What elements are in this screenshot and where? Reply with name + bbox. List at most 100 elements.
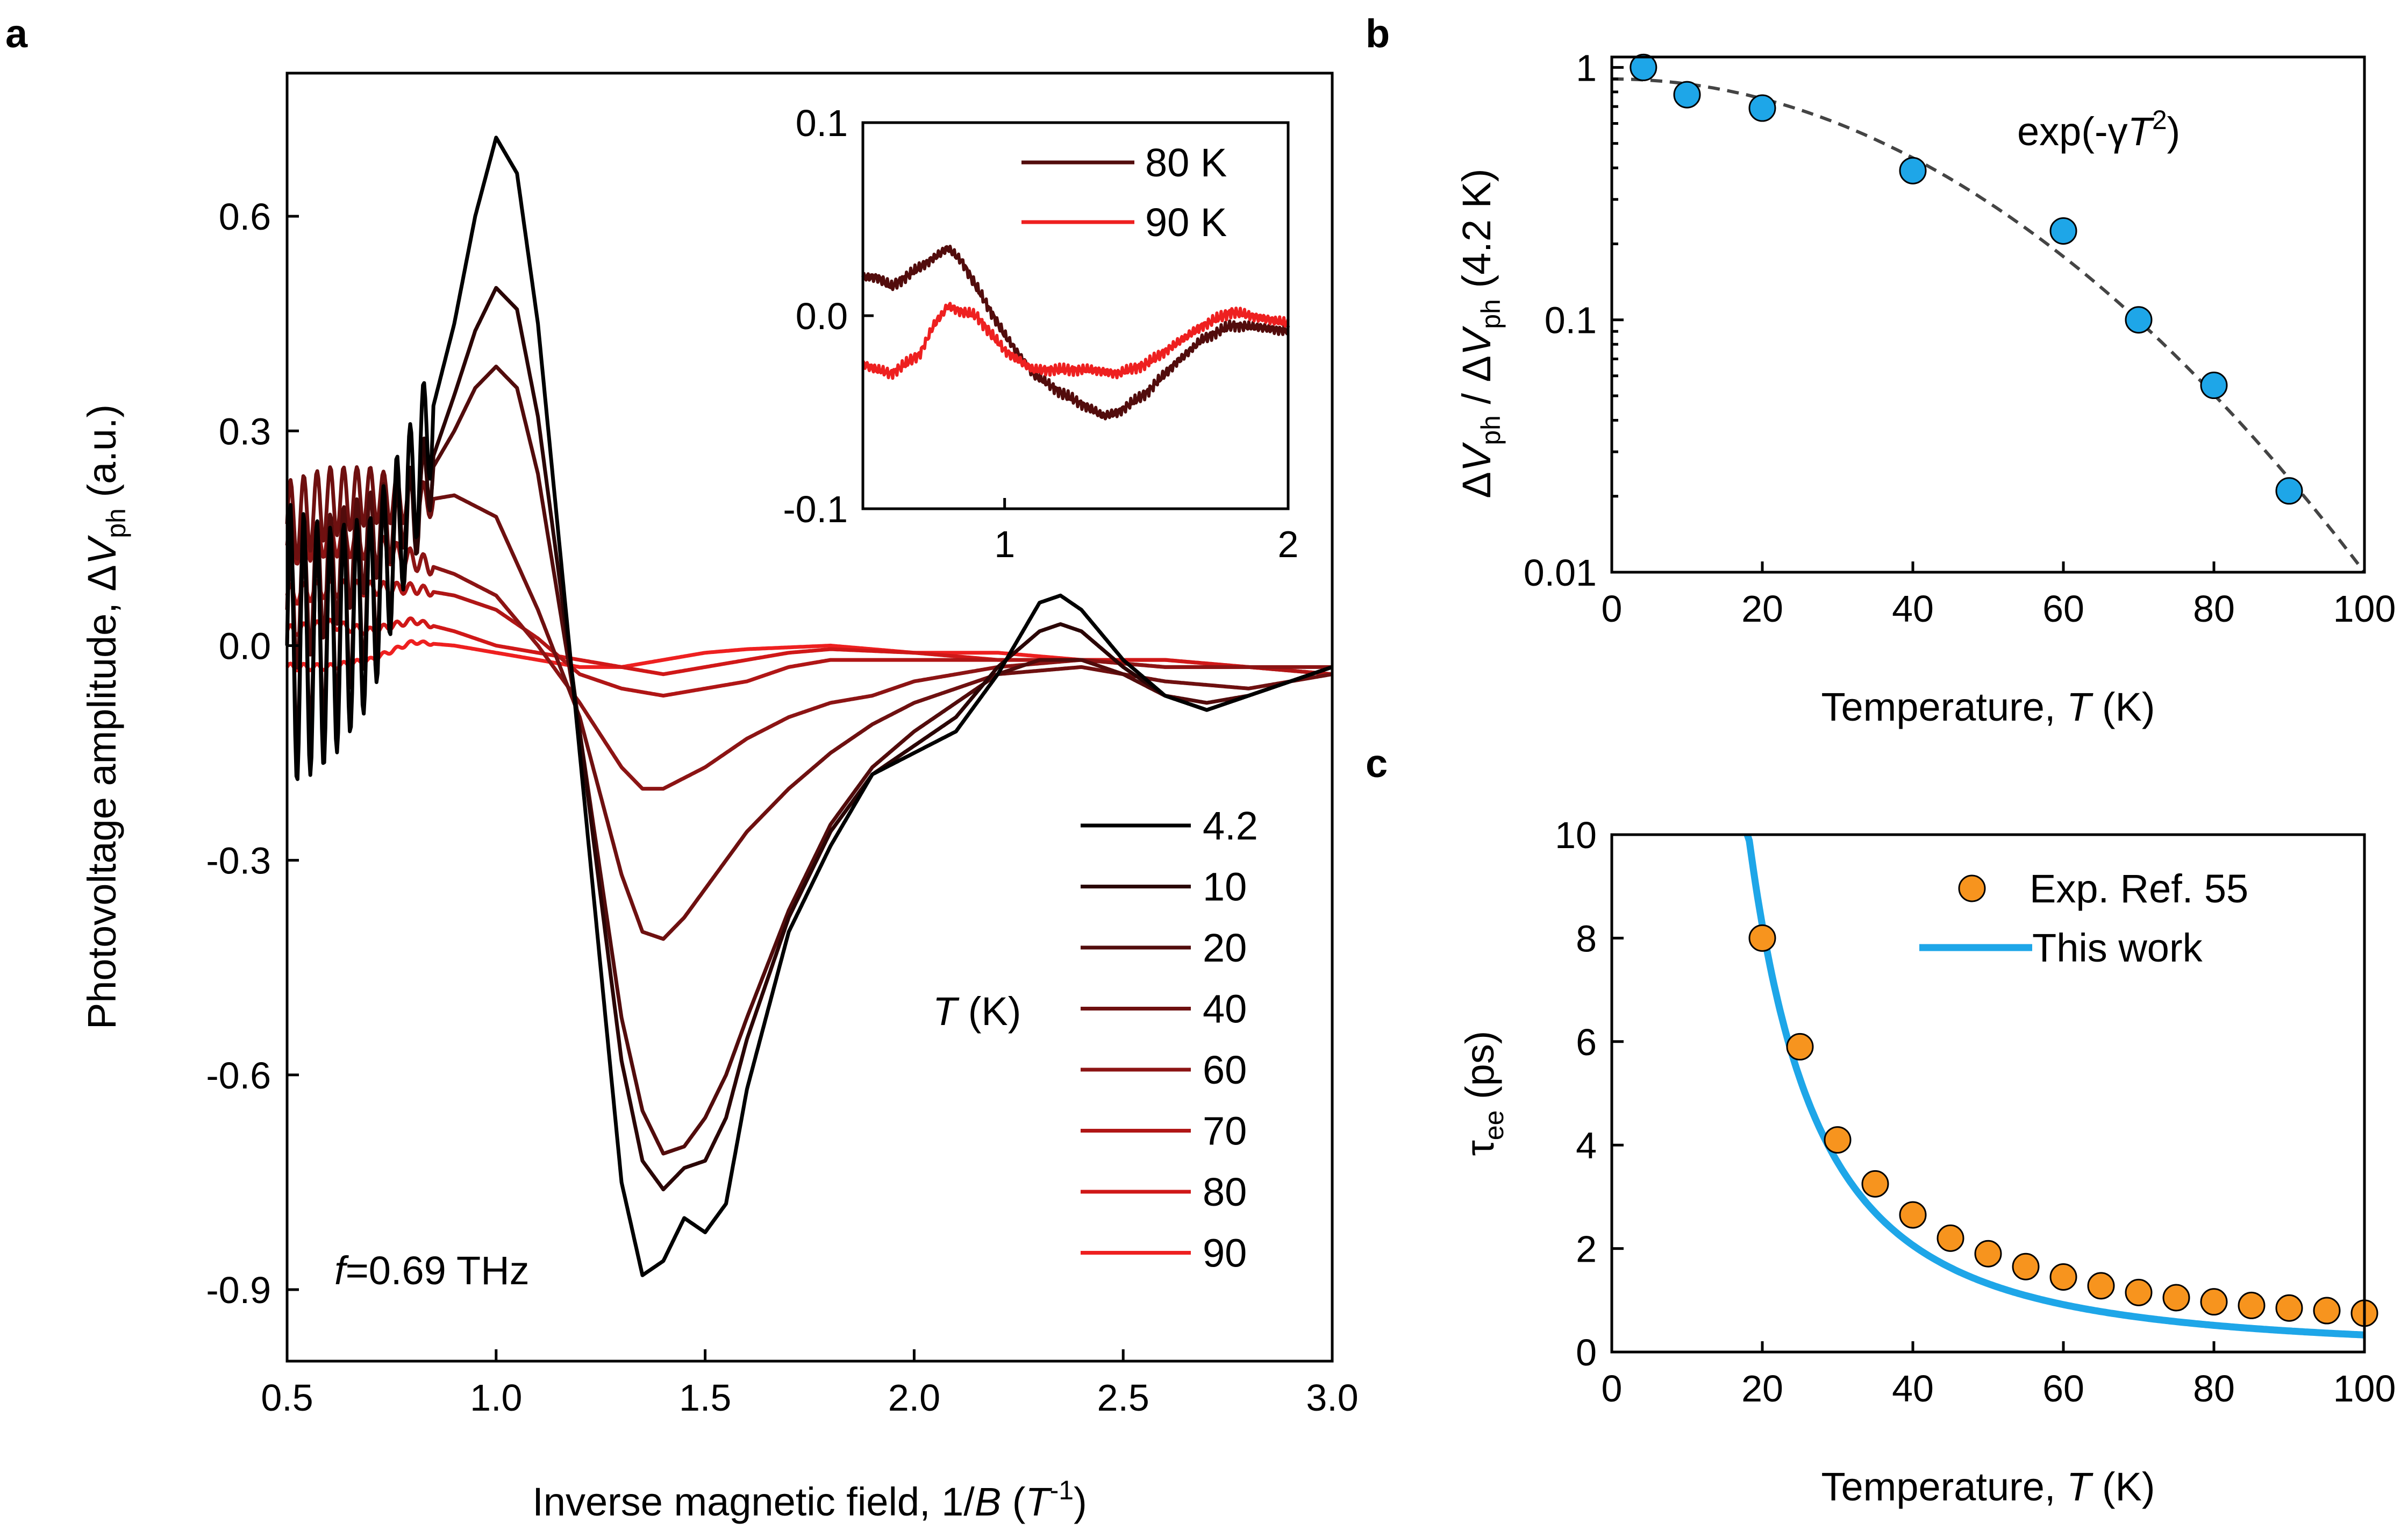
data-point bbox=[2200, 372, 2228, 400]
x-tick-label: 2.5 bbox=[1097, 1377, 1149, 1419]
panel-a-label: a bbox=[5, 11, 28, 56]
panel-c-label: c bbox=[1366, 741, 1388, 786]
y-tick-label: 6 bbox=[1576, 1021, 1597, 1063]
panel-c-points bbox=[1748, 924, 2378, 1327]
inset-y-tick-label: 0.1 bbox=[796, 102, 848, 144]
panel-c-legend: Exp. Ref. 55 This work bbox=[1919, 866, 2248, 970]
panel-b: 0 20 40 60 80 100 0.01 0.1 1 ΔVph / ΔVph (4.2 K… bbox=[1454, 47, 2396, 729]
legend-label: 70 bbox=[1203, 1109, 1247, 1154]
data-point bbox=[2049, 217, 2077, 245]
data-point bbox=[1899, 1201, 1927, 1229]
legend-label: 10 bbox=[1203, 865, 1247, 909]
panel-a-legend: 4.2 10 20 40 60 70 80 90 bbox=[1081, 803, 1258, 1276]
data-point bbox=[2200, 1288, 2228, 1316]
data-point bbox=[2275, 1294, 2303, 1322]
y-tick-label: 0 bbox=[1576, 1332, 1597, 1374]
data-point bbox=[1937, 1224, 1964, 1252]
data-point bbox=[2049, 1263, 2077, 1291]
x-tick-label: 40 bbox=[1892, 1368, 1934, 1410]
inset-y-ticks: -0.1 0.0 0.1 bbox=[783, 102, 874, 530]
panel-b-x-ticks: 0 20 40 60 80 100 bbox=[1602, 561, 2396, 630]
inset-legend: 80 K 90 K bbox=[1021, 140, 1227, 245]
panel-a-curves bbox=[285, 136, 1333, 1277]
panel-b-frame bbox=[1610, 55, 2366, 574]
fit-label: exp(-γT2) bbox=[2017, 105, 2180, 154]
x-tick-label: 0.5 bbox=[261, 1377, 313, 1419]
inset-legend-label: 90 K bbox=[1145, 200, 1227, 245]
x-tick-label: 20 bbox=[1741, 1368, 1783, 1410]
data-point bbox=[2275, 477, 2303, 505]
y-tick-label: 0.01 bbox=[1524, 552, 1597, 594]
data-point bbox=[2125, 1278, 2153, 1306]
panel-a-x-label: Inverse magnetic field, 1/B (T-1) bbox=[532, 1475, 1087, 1524]
x-tick-label: 0 bbox=[1602, 1368, 1623, 1410]
panel-c: 0 20 40 60 80 100 0 2 4 6 8 10 τee (ps) Temperatur… bbox=[1457, 814, 2396, 1509]
panel-c-x-ticks: 0 20 40 60 80 100 bbox=[1602, 1341, 2396, 1410]
x-tick-label: 2.0 bbox=[888, 1377, 940, 1419]
legend-label-model: This work bbox=[2032, 926, 2203, 970]
x-tick-label: 80 bbox=[2193, 1368, 2235, 1410]
data-point bbox=[1748, 94, 1776, 122]
series-line-60 bbox=[285, 519, 1333, 791]
fit-curve bbox=[1612, 77, 2366, 573]
x-tick-label: 80 bbox=[2193, 588, 2235, 630]
series-line-4-2 bbox=[285, 136, 1333, 1277]
inset-series-line bbox=[861, 245, 1290, 421]
series-line-90 bbox=[285, 639, 1333, 677]
series-line-70 bbox=[285, 578, 1333, 698]
data-point bbox=[2125, 306, 2153, 334]
panel-c-model bbox=[1744, 833, 2366, 1339]
data-point bbox=[1824, 1126, 1852, 1154]
y-tick-label: 0.6 bbox=[219, 196, 271, 238]
data-point bbox=[1748, 924, 1776, 952]
panel-a-y-ticks: -0.9 -0.6 -0.3 0.0 0.3 0.6 bbox=[206, 196, 299, 1311]
inset-series-line bbox=[861, 302, 1290, 380]
inset-x-tick-label: 2 bbox=[1278, 523, 1299, 565]
x-tick-label: 60 bbox=[2042, 588, 2084, 630]
y-tick-label: 0.1 bbox=[1545, 300, 1597, 341]
panel-b-y-label: ΔVph / ΔVph (4.2 K) bbox=[1454, 168, 1506, 498]
panel-b-label: b bbox=[1366, 11, 1390, 56]
data-point bbox=[2162, 1284, 2190, 1312]
y-tick-label: -0.9 bbox=[206, 1269, 271, 1311]
inset-x-tick-label: 1 bbox=[994, 523, 1015, 565]
legend-marker-exp bbox=[1958, 874, 1986, 902]
panel-b-fit bbox=[1612, 77, 2366, 573]
panel-a: 0.5 1.0 1.5 2.0 2.5 3.0 -0.9 -0.6 -0.3 0.0 0.3 0.6… bbox=[80, 72, 1359, 1524]
y-tick-label: -0.3 bbox=[206, 840, 271, 882]
panel-b-points bbox=[1630, 53, 2303, 505]
legend-label: 20 bbox=[1203, 926, 1247, 970]
inset-legend-label: 80 K bbox=[1145, 140, 1227, 185]
x-tick-label: 100 bbox=[2333, 1368, 2396, 1410]
data-point bbox=[1899, 156, 1927, 184]
data-point bbox=[2012, 1253, 2040, 1280]
y-tick-label: 0.3 bbox=[219, 410, 271, 452]
x-tick-label: 20 bbox=[1741, 588, 1783, 630]
x-tick-label: 1.5 bbox=[679, 1377, 731, 1419]
data-point bbox=[2087, 1272, 2115, 1300]
legend-label: 4.2 bbox=[1203, 803, 1258, 848]
panel-c-y-label: τee (ps) bbox=[1457, 1031, 1509, 1156]
data-point bbox=[2238, 1291, 2266, 1319]
x-tick-label: 1.0 bbox=[470, 1377, 522, 1419]
x-tick-label: 3.0 bbox=[1306, 1377, 1358, 1419]
legend-label: 80 bbox=[1203, 1170, 1247, 1214]
x-tick-label: 100 bbox=[2333, 588, 2396, 630]
panel-a-x-ticks: 0.5 1.0 1.5 2.0 2.5 3.0 bbox=[261, 1349, 1359, 1419]
y-tick-label: 4 bbox=[1576, 1125, 1597, 1166]
legend-label: 40 bbox=[1203, 987, 1247, 1031]
panel-b-y-ticks: 0.01 0.1 1 bbox=[1524, 47, 1624, 594]
legend-label-exp: Exp. Ref. 55 bbox=[2030, 866, 2248, 911]
inset-y-tick-label: 0.0 bbox=[796, 295, 848, 337]
legend-label: 90 bbox=[1203, 1231, 1247, 1276]
legend-label: 60 bbox=[1203, 1048, 1247, 1092]
panel-c-y-ticks: 0 2 4 6 8 10 bbox=[1555, 814, 1624, 1374]
model-curve bbox=[1744, 833, 2366, 1339]
data-point bbox=[1630, 53, 1657, 81]
data-point bbox=[1974, 1240, 2002, 1268]
y-tick-label: -0.6 bbox=[206, 1055, 271, 1097]
y-tick-label: 8 bbox=[1576, 917, 1597, 959]
